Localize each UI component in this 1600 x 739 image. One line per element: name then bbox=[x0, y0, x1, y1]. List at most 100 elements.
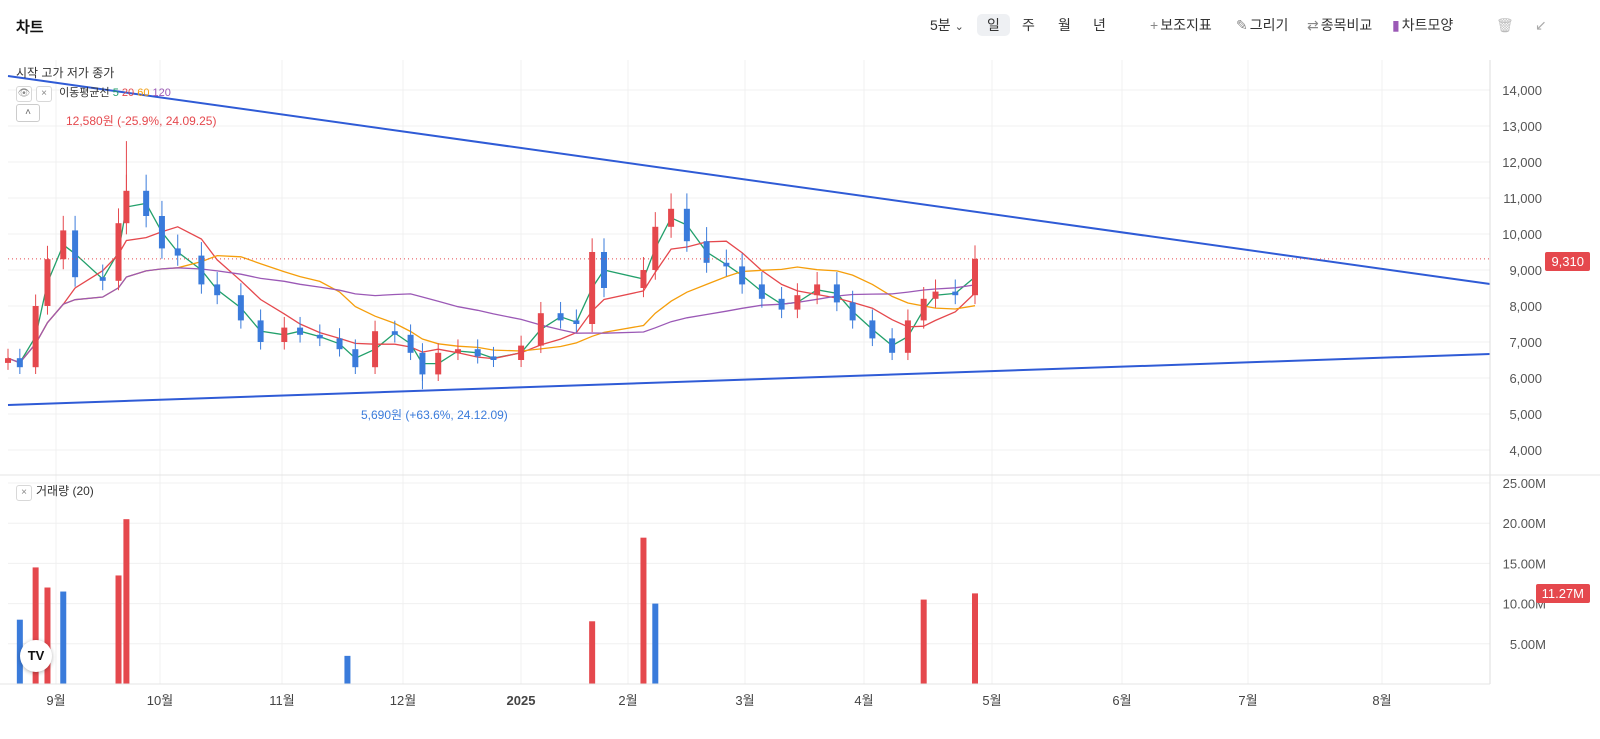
collapse-icon: ↙ bbox=[1535, 17, 1547, 33]
tab-period-week[interactable]: 주 bbox=[1022, 14, 1035, 36]
indicators-button[interactable]: + 보조지표 bbox=[1150, 14, 1212, 36]
candles-icon: ▮ bbox=[1392, 17, 1400, 33]
volume-tick-label: 25.00M bbox=[1503, 476, 1546, 491]
candle-body bbox=[833, 284, 840, 303]
period-year-label: 년 bbox=[1093, 17, 1106, 33]
candle-body bbox=[920, 298, 927, 321]
candle-body bbox=[5, 358, 11, 363]
chevron-down-icon: ⌄ bbox=[954, 21, 964, 33]
candle-body bbox=[297, 327, 304, 335]
candle-body bbox=[435, 352, 442, 375]
price-tick-label: 7,000 bbox=[1509, 335, 1542, 350]
chart-style-button[interactable]: ▮ 차트모양 bbox=[1392, 14, 1453, 36]
candle-body bbox=[372, 331, 379, 368]
ma-legend-label: 이동평균선 bbox=[59, 87, 110, 99]
x-tick-label: 5월 bbox=[982, 693, 1001, 708]
candle-body bbox=[474, 349, 481, 357]
plus-icon: + bbox=[1150, 17, 1159, 33]
x-tick-label: 7월 bbox=[1238, 693, 1257, 708]
axes: 9월 10월 11월 12월 2025 2월 3월 4월 5월 6월 7월 8월 14,000 13,00… bbox=[0, 60, 1600, 708]
price-tick-label: 4,000 bbox=[1509, 443, 1542, 458]
candle-body bbox=[589, 252, 596, 324]
x-tick-label: 9월 bbox=[46, 693, 65, 708]
candle-body bbox=[214, 284, 221, 296]
candle-body bbox=[537, 313, 544, 346]
swap-icon: ⇄ bbox=[1307, 17, 1319, 33]
candle-body bbox=[849, 302, 856, 321]
draw-button[interactable]: ✎ 그리기 bbox=[1236, 14, 1288, 36]
volume-bar bbox=[344, 655, 351, 684]
close-icon[interactable]: × bbox=[16, 485, 32, 501]
candle-body bbox=[739, 266, 746, 285]
volume-tick-label: 20.00M bbox=[1503, 516, 1546, 531]
interval-dropdown[interactable]: 5분 ⌄ bbox=[930, 14, 964, 36]
ma-line-60 bbox=[7, 254, 976, 364]
candle-body bbox=[703, 241, 710, 263]
trendlines bbox=[7, 75, 1491, 406]
price-tick-label: 14,000 bbox=[1502, 83, 1542, 98]
volume-tick-label: 10.00M bbox=[1503, 597, 1546, 612]
candle-body bbox=[72, 230, 79, 278]
candle-body bbox=[391, 331, 398, 335]
candle-body bbox=[794, 295, 801, 310]
moving-average-lines bbox=[7, 202, 976, 365]
candle-body bbox=[683, 208, 690, 242]
candle-body bbox=[407, 334, 414, 353]
period-month-label: 월 bbox=[1058, 17, 1071, 33]
candles bbox=[5, 141, 978, 390]
lower-trendline bbox=[7, 353, 1491, 406]
x-tick-label: 8월 bbox=[1372, 693, 1391, 708]
ma-line-120 bbox=[7, 267, 976, 364]
ohlc-legend: 시작 고가 저가 종가 bbox=[16, 66, 115, 80]
volume-bar bbox=[972, 593, 978, 684]
candle-body bbox=[652, 226, 659, 270]
candle-body bbox=[600, 252, 607, 288]
price-tick-label: 11,000 bbox=[1503, 191, 1542, 206]
candle-body bbox=[557, 313, 564, 321]
current-volume-tag: 11.27M bbox=[1535, 584, 1590, 603]
candle-body bbox=[198, 255, 205, 285]
indicators-label: 보조지표 bbox=[1160, 17, 1212, 33]
candle-body bbox=[237, 295, 244, 321]
candle-body bbox=[889, 338, 896, 353]
candle-body bbox=[778, 298, 785, 310]
volume-bar bbox=[920, 599, 927, 684]
interval-label: 5분 bbox=[930, 17, 951, 33]
tradingview-logo[interactable]: TV bbox=[20, 640, 52, 672]
tab-period-year[interactable]: 년 bbox=[1093, 14, 1106, 36]
price-tick-label: 10,000 bbox=[1502, 227, 1542, 242]
collapse-button[interactable]: ↙ bbox=[1535, 14, 1547, 36]
grid bbox=[8, 60, 1490, 684]
volume-bar bbox=[44, 587, 51, 684]
ma-line-5 bbox=[7, 202, 976, 365]
candle-body bbox=[668, 208, 675, 227]
candle-body bbox=[490, 356, 497, 360]
chevron-up-icon[interactable]: ˄ bbox=[16, 104, 40, 122]
price-chart[interactable]: 9월 10월 11월 12월 2025 2월 3월 4월 5월 6월 7월 8월 14,000 13,00… bbox=[0, 48, 1600, 739]
candle-body bbox=[814, 284, 821, 296]
ma-60-label: 60 bbox=[137, 87, 150, 99]
candle-body bbox=[123, 190, 130, 224]
compare-button[interactable]: ⇄ 종목비교 bbox=[1307, 14, 1372, 36]
price-tick-label: 6,000 bbox=[1509, 371, 1542, 386]
volume-tick-label: 5.00M bbox=[1510, 637, 1546, 652]
volume-bar bbox=[589, 621, 596, 684]
volume-bar bbox=[32, 567, 39, 684]
candle-body bbox=[257, 320, 264, 342]
trash-button[interactable]: 🗑 bbox=[1496, 14, 1514, 36]
tab-period-month[interactable]: 월 bbox=[1058, 14, 1071, 36]
candle-body bbox=[32, 306, 39, 368]
candle-body bbox=[44, 259, 51, 306]
price-tick-label: 9,000 bbox=[1509, 263, 1542, 278]
volume-bar bbox=[640, 537, 647, 684]
ma-120-label: 120 bbox=[152, 87, 171, 99]
eye-icon[interactable]: 👁 bbox=[16, 86, 32, 102]
upper-trendline bbox=[7, 75, 1491, 285]
candle-body bbox=[972, 258, 978, 296]
tab-period-day[interactable]: 일 bbox=[977, 14, 1010, 36]
draw-label: 그리기 bbox=[1249, 17, 1289, 33]
close-icon[interactable]: × bbox=[36, 86, 52, 102]
ma-20-label: 20 bbox=[121, 87, 135, 99]
trash-icon: 🗑 bbox=[1496, 17, 1514, 33]
candle-body bbox=[99, 277, 106, 281]
